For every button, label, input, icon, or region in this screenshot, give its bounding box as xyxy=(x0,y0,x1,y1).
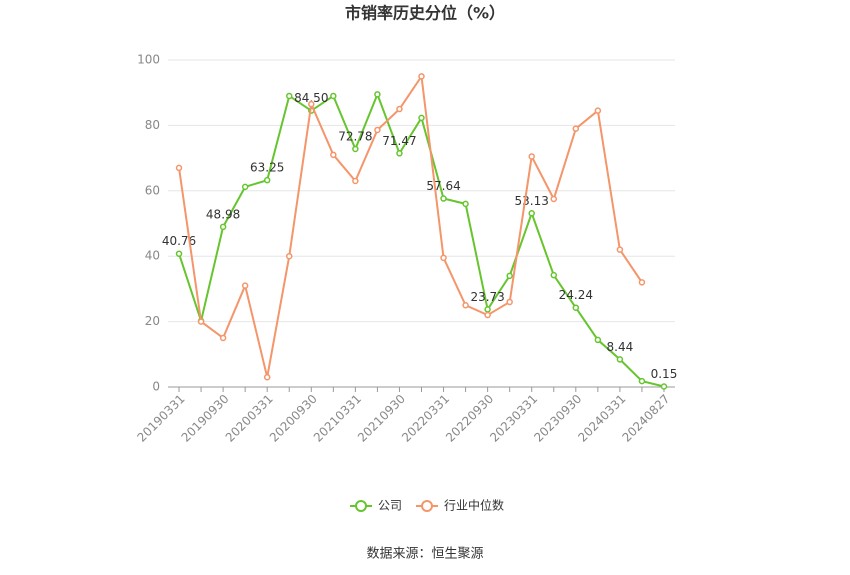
data-label: 8.44 xyxy=(607,340,634,354)
point xyxy=(528,153,535,160)
point xyxy=(418,114,425,122)
point xyxy=(616,356,624,363)
point xyxy=(440,195,447,202)
y-tick-label: 40 xyxy=(145,249,160,263)
data-label: 48.98 xyxy=(206,207,240,221)
point xyxy=(241,183,249,191)
point xyxy=(638,377,646,385)
source: 数据来源：恒生聚源 xyxy=(366,547,483,562)
series-line xyxy=(178,73,643,378)
point xyxy=(352,177,359,185)
point xyxy=(197,318,205,325)
data-label: 72.78 xyxy=(338,130,372,144)
point xyxy=(440,254,447,262)
point xyxy=(308,100,315,108)
data-label: 40.76 xyxy=(162,234,196,248)
point xyxy=(263,176,271,184)
y-tick-label: 20 xyxy=(145,314,160,328)
point xyxy=(219,334,227,342)
point xyxy=(528,210,535,217)
point xyxy=(241,282,249,289)
point xyxy=(418,73,425,80)
point xyxy=(484,311,491,319)
legend-label: 行业中位数 xyxy=(444,498,504,513)
legend-marker xyxy=(355,500,367,512)
legend-marker xyxy=(421,500,434,512)
point xyxy=(506,298,513,306)
point xyxy=(396,105,403,113)
point xyxy=(550,271,558,279)
point xyxy=(374,126,381,134)
point xyxy=(285,92,293,100)
point xyxy=(285,252,293,260)
point xyxy=(484,306,491,313)
point xyxy=(175,164,183,172)
y-tick-label: 60 xyxy=(145,183,160,197)
legend-label: 公司 xyxy=(378,499,402,513)
point xyxy=(352,145,359,153)
point xyxy=(616,246,624,253)
point xyxy=(330,92,337,100)
data-label: 57.64 xyxy=(426,179,460,193)
point xyxy=(594,336,602,344)
data-label: 0.15 xyxy=(651,367,678,381)
point xyxy=(374,91,381,98)
y-tick-label: 100 xyxy=(137,53,160,67)
data-label: 84.50 xyxy=(294,91,328,105)
point xyxy=(462,200,469,208)
point xyxy=(219,223,227,231)
point xyxy=(638,279,646,286)
point xyxy=(594,107,602,114)
data-label: 23.73 xyxy=(470,290,504,304)
point xyxy=(550,195,558,203)
point xyxy=(175,250,183,257)
point xyxy=(330,151,337,159)
point xyxy=(660,383,668,390)
data-label: 63.25 xyxy=(250,161,284,175)
x-tick-label: 20240827 xyxy=(619,392,672,445)
point xyxy=(263,373,271,381)
point xyxy=(462,302,469,309)
data-label: 71.47 xyxy=(382,134,416,148)
y-tick-label: 80 xyxy=(145,118,160,132)
chart-title: 市销率历史分位（%） xyxy=(345,4,505,23)
point xyxy=(396,150,403,157)
series-line xyxy=(178,91,665,388)
data-label: 24.24 xyxy=(559,288,593,302)
point xyxy=(506,272,513,280)
data-label: 53.13 xyxy=(515,194,549,208)
point xyxy=(572,304,580,311)
point xyxy=(572,125,580,132)
y-tick-label: 0 xyxy=(152,380,160,394)
